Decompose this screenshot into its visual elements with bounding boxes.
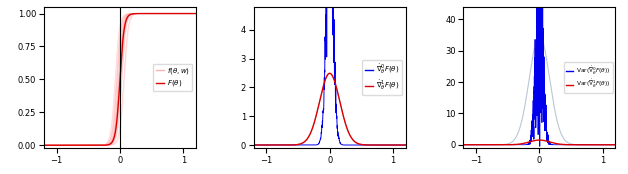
Legend: $\dot{\nabla}^0_{\theta} F(\theta)$, $\dot{\nabla}^1_{\theta} F(\theta)$: $\dot{\nabla}^0_{\theta} F(\theta)$, $\d… <box>362 60 402 95</box>
Legend: $\mathrm{Var}(\dot{\nabla}^0_{\theta} F(\theta))$, $\mathrm{Var}(\dot{\nabla}^1_: $\mathrm{Var}(\dot{\nabla}^0_{\theta} F(… <box>564 62 612 93</box>
Legend: $f(\theta, w)$, $F(\theta)$: $f(\theta, w)$, $F(\theta)$ <box>153 64 192 91</box>
